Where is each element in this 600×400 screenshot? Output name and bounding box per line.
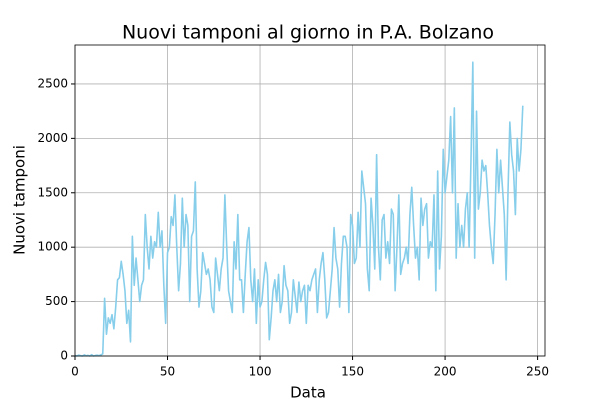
x-axis-label: Data: [290, 384, 326, 400]
x-tick-label: 200: [434, 365, 457, 379]
y-axis-label: Nuovi tamponi: [11, 145, 29, 255]
x-tick-label: 0: [71, 365, 79, 379]
y-tick-label: 1000: [37, 240, 68, 254]
x-tick-label: 50: [160, 365, 175, 379]
x-tick-label: 250: [526, 365, 549, 379]
plot-frame: [74, 44, 546, 357]
y-tick-label: 0: [60, 349, 68, 363]
x-tick-label: 100: [249, 365, 272, 379]
y-tick-label: 500: [45, 294, 68, 308]
y-tick-label: 2500: [37, 76, 68, 90]
y-tick-label: 2000: [37, 131, 68, 145]
x-tick-label: 150: [341, 365, 364, 379]
chart-title: Nuovi tamponi al giorno in P.A. Bolzano: [122, 22, 494, 44]
y-tick-label: 1500: [37, 185, 68, 199]
data-line: [74, 61, 524, 357]
